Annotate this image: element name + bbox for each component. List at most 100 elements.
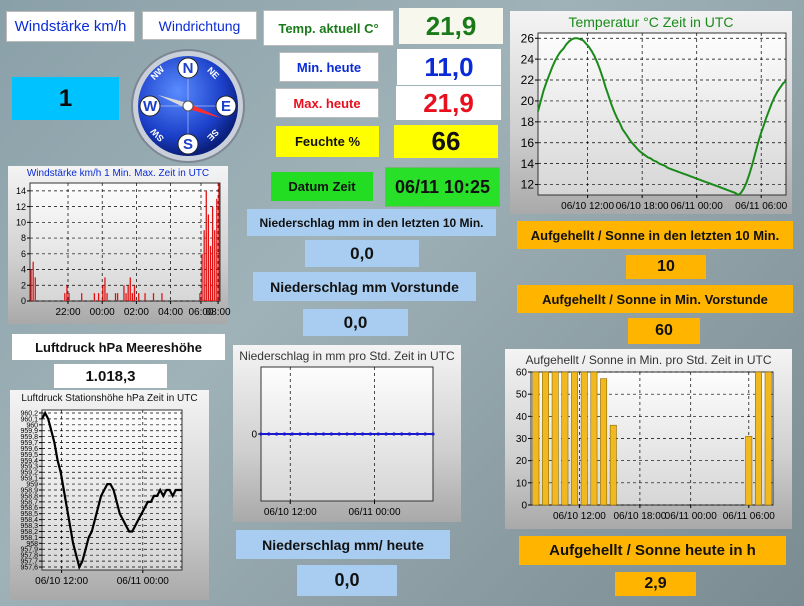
chart-wind-bar <box>114 293 117 301</box>
windrichtung-label: Windrichtung <box>142 11 257 40</box>
chart-rain-point <box>415 432 419 436</box>
chart-wind-xtick-label: 22:00 <box>55 307 80 318</box>
niederschlag-10min-label: Niederschlag mm in den letzten 10 Min. <box>247 209 496 236</box>
chart-temperature-ytick-label: 24 <box>521 52 535 66</box>
pressure-chart: 957,6957,7957,8957,9958958,1958,2958,395… <box>20 409 183 587</box>
chart-pressure-xtick-label: 06/11 00:00 <box>117 576 170 587</box>
chart-pressure-ytick-label: 959,3 <box>20 464 38 471</box>
windstaerke-label: Windstärke km/h <box>6 11 135 42</box>
chart-rain-point <box>392 432 396 436</box>
chart-wind-bar <box>116 293 119 301</box>
chart-rain-point <box>431 432 435 436</box>
chart-wind-xtick-label: 02:00 <box>124 307 149 318</box>
chart-pressure-ytick-label: 957,7 <box>20 559 38 566</box>
chart-wind-bar <box>133 285 136 301</box>
chart-temperature-ytick-label: 16 <box>521 136 535 150</box>
chart-wind-bar <box>144 293 146 301</box>
wind-chart-panel: Windstärke km/h 1 Min. Max. Zeit in UTC … <box>8 166 231 324</box>
chart-temperature-xtick-label: 06/10 18:00 <box>616 201 669 212</box>
chart-wind-ytick-label: 4 <box>21 265 26 275</box>
chart-sun-bar <box>745 435 753 506</box>
chart-wind-bar <box>66 285 68 301</box>
chart-rain-point <box>290 432 294 436</box>
chart-pressure-ytick-label: 959,5 <box>20 452 38 459</box>
chart-wind-ytick-label: 8 <box>21 233 26 243</box>
temperature-chart-panel: Temperatur °C Zeit in UTC 12 14 16 18 20 22 24… <box>510 11 792 214</box>
sonne-heute-value: 2,9 <box>615 572 696 596</box>
chart-wind-bar <box>125 293 127 301</box>
chart-sun-ytick-label: 20 <box>516 456 528 467</box>
feuchte-value: 66 <box>394 125 498 158</box>
chart-pressure-ytick-label: 959,6 <box>20 446 38 453</box>
chart-pressure-ytick-label: 958,2 <box>20 529 38 536</box>
chart-sun-bar <box>542 371 549 506</box>
chart-wind-xtick-label: 04:00 <box>158 307 183 318</box>
chart-sun-bar <box>561 371 569 506</box>
chart-pressure-ytick-label: 958,4 <box>20 517 38 524</box>
chart-wind-bar <box>131 293 134 301</box>
chart-sun-bar <box>580 371 588 506</box>
pressure-chart-panel: Luftdruck Stationshöhe hPa Zeit in UTC 9… <box>10 390 209 600</box>
chart-temperature-xtick-label: 06/10 12:00 <box>561 201 614 212</box>
chart-pressure-ytick-label: 959,7 <box>20 440 38 447</box>
chart-rain-point <box>282 432 287 436</box>
chart-wind-bar <box>104 277 106 301</box>
chart-wind-ytick-label: 2 <box>21 280 26 290</box>
chart-pressure-ytick-label: 958,6 <box>20 505 38 512</box>
chart-pressure-ytick-label: 959,9 <box>20 428 38 435</box>
chart-wind-bar <box>199 293 201 301</box>
compass-rose-icon: N S W E NE NW SE SW <box>130 48 246 164</box>
rain-chart-title: Niederschlag in mm pro Std. Zeit in UTC <box>239 349 455 363</box>
chart-wind-bar <box>214 230 216 301</box>
max-heute-value: 21,9 <box>396 86 501 120</box>
chart-sun-ytick-label: 30 <box>516 434 528 445</box>
temp-aktuell-value: 21,9 <box>399 8 503 44</box>
chart-sun-xtick-label: 06/10 12:00 <box>553 511 606 522</box>
chart-rain-point <box>259 432 263 436</box>
chart-rain-point <box>298 432 302 436</box>
chart-pressure-ytick-label: 959 <box>26 482 38 489</box>
chart-pressure-ytick-label: 958,8 <box>20 493 38 500</box>
chart-pressure-ytick-label: 959,2 <box>20 470 38 477</box>
chart-pressure-ytick-label: 959,4 <box>20 458 38 465</box>
chart-rain-point <box>314 432 318 436</box>
chart-pressure-ytick-label: 960,1 <box>20 416 38 423</box>
chart-rain-point <box>368 432 373 436</box>
sonne-10min-label: Aufgehellt / Sonne in den letzten 10 Min… <box>517 221 793 249</box>
sonne-heute-label: Aufgehellt / Sonne heute in h <box>519 536 786 565</box>
chart-pressure-ytick-label: 957,8 <box>20 553 38 560</box>
chart-wind-bar <box>205 190 207 301</box>
wind-chart: 0 2 4 6 8 10 12 14 22:00 00:00 02:00 04:00 06:0008:0… <box>16 182 231 318</box>
sonne-vorstunde-value: 60 <box>628 318 700 344</box>
chart-wind-ytick-label: 6 <box>21 249 26 259</box>
chart-temperature-ytick-label: 26 <box>521 31 535 45</box>
chart-rain-point <box>407 432 412 436</box>
min-heute-value: 11,0 <box>397 49 501 85</box>
chart-temperature-xtick-label: 06/11 06:00 <box>735 201 788 212</box>
niederschlag-vorstunde-value: 0,0 <box>303 309 408 336</box>
chart-sun-xtick-label: 06/11 00:00 <box>665 511 718 522</box>
chart-sun-bar <box>609 424 617 506</box>
chart-rain-point <box>353 432 357 436</box>
chart-pressure-xtick-label: 06/10 12:00 <box>35 576 88 587</box>
chart-sun-bar <box>571 371 579 506</box>
chart-wind-bar <box>129 277 131 301</box>
chart-rain-ytick-label: 0 <box>251 430 257 441</box>
chart-pressure-ytick-label: 958 <box>26 541 38 548</box>
chart-wind-bar <box>93 293 96 301</box>
max-heute-label: Max. heute <box>275 88 379 118</box>
chart-sun-ytick-label: 40 <box>516 412 528 423</box>
temperature-chart-title: Temperatur °C Zeit in UTC <box>568 14 734 30</box>
datum-zeit-label: Datum Zeit <box>271 172 373 201</box>
compass-letter-n: N <box>182 60 194 77</box>
compass-letter-e: E <box>220 98 231 115</box>
chart-sun-xtick-label: 06/10 18:00 <box>613 511 666 522</box>
chart-rain-point <box>423 432 427 436</box>
chart-wind-ytick-label: 14 <box>16 186 26 196</box>
chart-pressure-ytick-label: 958,3 <box>20 523 38 530</box>
chart-wind-bar <box>209 245 212 301</box>
wind-chart-title: Windstärke km/h 1 Min. Max. Zeit in UTC <box>26 168 210 179</box>
chart-sun-bar <box>590 371 598 506</box>
